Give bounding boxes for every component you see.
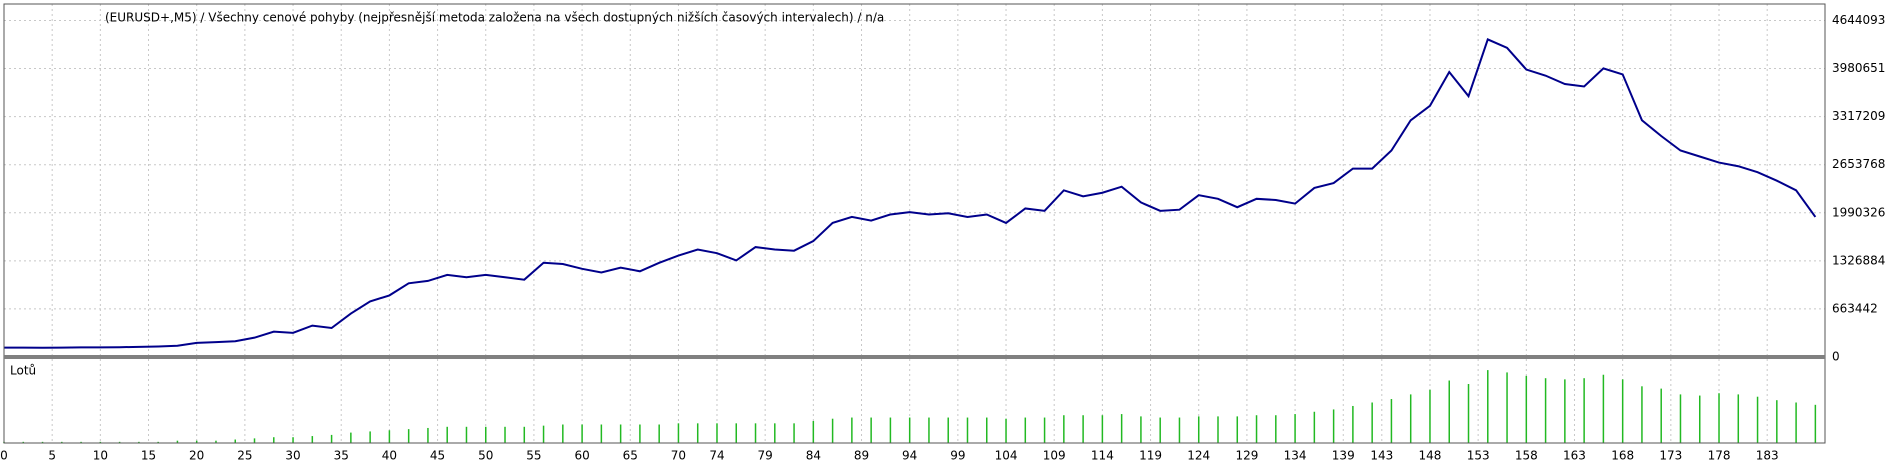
x-tick-label: 134	[1284, 449, 1307, 463]
x-tick-label: 168	[1611, 449, 1634, 463]
frame	[3, 3, 1826, 444]
x-tick-label: 148	[1419, 449, 1442, 463]
x-tick-label: 45	[430, 449, 445, 463]
x-tick-label: 163	[1563, 449, 1586, 463]
x-tick-label: 65	[623, 449, 638, 463]
x-tick-label: 0	[0, 449, 8, 463]
x-tick-label: 89	[854, 449, 869, 463]
x-tick-label: 119	[1139, 449, 1162, 463]
x-tick-label: 40	[382, 449, 397, 463]
y-tick-label: 2653768	[1832, 157, 1885, 171]
x-tick-label: 79	[758, 449, 773, 463]
x-tick-label: 94	[902, 449, 917, 463]
x-tick-label: 15	[141, 449, 156, 463]
x-tick-label: 173	[1659, 449, 1682, 463]
x-tick-label: 178	[1708, 449, 1731, 463]
x-tick-label: 55	[526, 449, 541, 463]
lots-title: Lotů	[10, 364, 36, 378]
x-tick-label: 60	[574, 449, 589, 463]
x-tick-label: 50	[478, 449, 493, 463]
x-tick-label: 153	[1467, 449, 1490, 463]
x-tick-label: 124	[1187, 449, 1210, 463]
x-tick-label: 109	[1043, 449, 1066, 463]
x-tick-label: 35	[334, 449, 349, 463]
x-tick-label: 20	[189, 449, 204, 463]
y-tick-label: 0	[1832, 350, 1840, 364]
y-tick-label: 4644093	[1832, 13, 1885, 27]
x-tick-label: 99	[950, 449, 965, 463]
panel-separator	[4, 355, 1825, 359]
chart-title: (EURUSD+,M5) / Všechny cenové pohyby (ne…	[105, 11, 884, 25]
y-tick-label: 3317209	[1832, 109, 1885, 123]
x-tick-label: 143	[1370, 449, 1393, 463]
labels: 0 663442 1326884 1990326 2653768 3317209 39806…	[0, 13, 1885, 463]
x-tick-label: 74	[709, 449, 724, 463]
x-tick-label: 10	[93, 449, 108, 463]
x-tick-label: 30	[285, 449, 300, 463]
x-tick-label: 114	[1091, 449, 1114, 463]
x-tick-label: 104	[995, 449, 1018, 463]
balance-line	[4, 38, 1817, 349]
marks	[3, 38, 1817, 443]
x-tick-label: 84	[806, 449, 821, 463]
x-tick-label: 139	[1332, 449, 1355, 463]
grid	[3, 4, 1825, 443]
x-tick-label: 70	[671, 449, 686, 463]
x-tick-label: 25	[237, 449, 252, 463]
y-tick-label: 3980651	[1832, 61, 1885, 75]
y-tick-label: 663442	[1832, 301, 1878, 315]
y-tick-label: 1326884	[1832, 253, 1885, 267]
y-tick-label: 1990326	[1832, 205, 1885, 219]
x-tick-label: 129	[1235, 449, 1258, 463]
x-tick-label: 183	[1756, 449, 1779, 463]
x-tick-label: 158	[1515, 449, 1538, 463]
x-tick-label: 5	[48, 449, 56, 463]
